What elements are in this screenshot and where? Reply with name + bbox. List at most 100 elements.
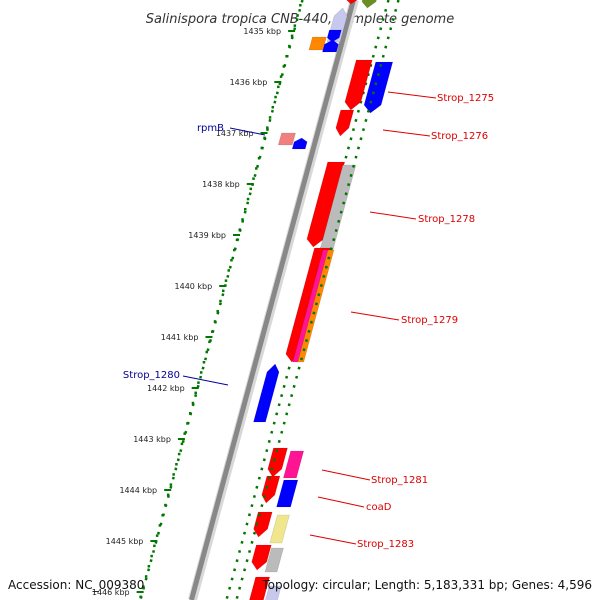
gene-label-text: Strop_1280 (123, 370, 180, 381)
minor-tick (246, 197, 250, 201)
feature-green (361, 0, 377, 9)
feature-red (346, 0, 358, 5)
kbp-ruler: 1435 kbp 1436 kbp 1437 kbp 1438 kbp 1439 kbp… (92, 0, 304, 600)
feature-blue (322, 39, 339, 53)
gene-label-text: Strop_1283 (357, 539, 414, 550)
minor-tick (227, 269, 230, 272)
minor-tick (238, 228, 242, 231)
minor-tick (144, 575, 148, 578)
minor-tick (139, 595, 142, 599)
kbp-label: 1442 kbp (147, 384, 185, 393)
feature-blue-coad (276, 479, 299, 508)
minor-tick (208, 340, 211, 344)
minor-tick (290, 34, 294, 38)
gene-label-leader (387, 91, 437, 99)
minor-tick (216, 310, 219, 313)
minor-tick (183, 432, 186, 435)
feature-red (249, 576, 271, 600)
minor-tick (233, 248, 236, 252)
minor-tick (142, 585, 145, 588)
minor-tick (285, 55, 288, 58)
kbp-label: 1441 kbp (161, 333, 199, 342)
minor-tick (150, 554, 153, 558)
gene-label-text: Strop_1275 (437, 93, 494, 104)
gene-label-leader (309, 534, 357, 545)
gene-label-text: Strop_1281 (371, 475, 428, 486)
minor-tick (274, 95, 277, 99)
kbp-label: 1439 kbp (188, 231, 226, 240)
minor-tick (161, 514, 164, 517)
minor-tick (169, 483, 173, 486)
kbp-label: 1445 kbp (106, 537, 144, 546)
kbp-label: 1443 kbp (133, 435, 171, 444)
gene-label-text: rpmB (197, 123, 224, 134)
minor-tick (194, 391, 197, 395)
accession-text: Accession: NC_009380 (8, 578, 145, 592)
minor-tick (213, 320, 217, 323)
minor-tick (158, 524, 162, 527)
minor-tick (202, 361, 206, 364)
minor-tick (230, 259, 233, 262)
minor-tick (155, 534, 159, 537)
minor-tick (279, 75, 283, 78)
minor-tick (263, 136, 266, 140)
gene-label-text: Strop_1276 (431, 131, 488, 142)
minor-tick (299, 4, 302, 7)
minor-tick (191, 401, 195, 405)
gene-label-leader (182, 375, 229, 386)
feature-magenta-strop-1281 (282, 450, 305, 479)
topology-text: Topology: circular; Length: 5,183,331 bp… (262, 578, 592, 592)
feature-red-coad (261, 475, 281, 504)
feature-blue-rpmb (291, 137, 308, 150)
gene-label-text: Strop_1278 (418, 214, 475, 225)
minor-tick (241, 218, 244, 221)
gene-label-text: Strop_1279 (401, 315, 458, 326)
genome-backbone (188, 0, 359, 600)
gene-label-leader (321, 469, 371, 481)
feature-red-strop-1275 (344, 59, 373, 111)
feature-track (249, 0, 394, 600)
feature-red-strop-1276 (335, 109, 355, 137)
feature-blue-strop-1275 (363, 61, 394, 114)
gene-label-leader (369, 211, 417, 220)
minor-tick (296, 14, 299, 17)
feature-gray (264, 547, 284, 573)
minor-tick (166, 493, 170, 497)
minor-tick (164, 503, 167, 507)
minor-tick (177, 452, 181, 456)
feature-khaki-strop-1283 (269, 514, 290, 544)
backbone-line (189, 0, 356, 600)
feature-pink-rpmb (277, 132, 296, 146)
feature-blue (326, 29, 342, 43)
feature-red (251, 544, 272, 571)
minor-tick (180, 442, 184, 446)
minor-tick (153, 544, 156, 548)
minor-tick (271, 106, 275, 109)
minor-tick (210, 330, 214, 333)
gene-label-leader (229, 127, 266, 136)
feature-red-strop-1278 (306, 161, 346, 248)
minor-tick (266, 126, 269, 129)
minor-tick (199, 371, 203, 374)
gene-label-leader (350, 311, 400, 321)
kbp-label: 1436 kbp (230, 78, 268, 87)
minor-tick (260, 146, 264, 150)
kbp-label: 1435 kbp (243, 27, 281, 36)
minor-tick (221, 289, 225, 293)
minor-tick (224, 279, 228, 282)
minor-tick (252, 177, 255, 180)
kbp-label: 1437 kbp (216, 129, 254, 138)
kbp-label: 1440 kbp (175, 282, 213, 291)
minor-tick (293, 24, 297, 27)
minor-tick (219, 299, 222, 303)
gene-label-leader (317, 496, 365, 508)
kbp-label: 1444 kbp (119, 486, 157, 495)
minor-tick (249, 187, 253, 191)
kbp-label: 1446 kbp (92, 588, 130, 597)
minor-tick (257, 157, 261, 160)
feature-blue-strop-1280 (253, 363, 280, 423)
gene-labels: Strop_1275 Strop_1276 Strop_1278 Strop_1279… (123, 91, 494, 550)
minor-tick (147, 565, 151, 568)
